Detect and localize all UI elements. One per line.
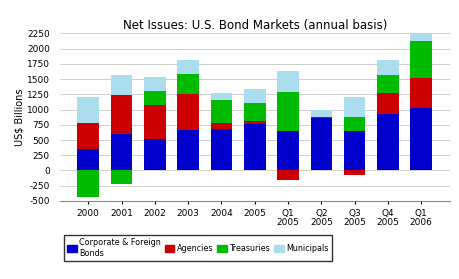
Bar bbox=[277, 92, 299, 131]
Bar bbox=[377, 93, 399, 114]
Bar bbox=[244, 89, 266, 103]
Bar bbox=[177, 74, 199, 94]
Bar bbox=[410, 78, 432, 108]
Bar bbox=[78, 149, 99, 170]
Bar bbox=[78, 97, 99, 123]
Bar bbox=[144, 105, 166, 139]
Bar bbox=[311, 117, 332, 118]
Bar bbox=[144, 77, 166, 91]
Bar bbox=[344, 170, 365, 175]
Bar bbox=[377, 76, 399, 93]
Legend: Corporate & Foreign
Bonds, Agencies, Treasuries, Municipals: Corporate & Foreign Bonds, Agencies, Tre… bbox=[64, 235, 332, 261]
Bar bbox=[277, 170, 299, 180]
Bar bbox=[410, 41, 432, 78]
Bar bbox=[177, 94, 199, 130]
Bar bbox=[244, 124, 266, 170]
Bar bbox=[410, 34, 432, 41]
Bar bbox=[244, 103, 266, 121]
Bar bbox=[344, 131, 365, 170]
Bar bbox=[344, 97, 365, 117]
Bar bbox=[277, 71, 299, 92]
Bar bbox=[111, 75, 132, 95]
Y-axis label: US$ Billions: US$ Billions bbox=[14, 88, 24, 146]
Bar bbox=[111, 134, 132, 170]
Bar bbox=[144, 91, 166, 105]
Bar bbox=[111, 170, 132, 184]
Bar bbox=[78, 170, 99, 197]
Bar bbox=[244, 121, 266, 124]
Title: Net Issues: U.S. Bond Markets (annual basis): Net Issues: U.S. Bond Markets (annual ba… bbox=[123, 19, 387, 32]
Bar bbox=[277, 131, 299, 170]
Bar bbox=[211, 93, 232, 100]
Bar bbox=[311, 110, 332, 117]
Bar bbox=[211, 100, 232, 123]
Bar bbox=[211, 123, 232, 129]
Bar bbox=[144, 139, 166, 170]
Bar bbox=[177, 60, 199, 74]
Bar bbox=[211, 129, 232, 170]
Bar bbox=[78, 123, 99, 149]
Bar bbox=[377, 60, 399, 76]
Bar bbox=[111, 95, 132, 134]
Bar bbox=[311, 118, 332, 170]
Bar bbox=[410, 108, 432, 170]
Bar bbox=[344, 117, 365, 131]
Bar bbox=[177, 130, 199, 170]
Bar bbox=[377, 114, 399, 170]
